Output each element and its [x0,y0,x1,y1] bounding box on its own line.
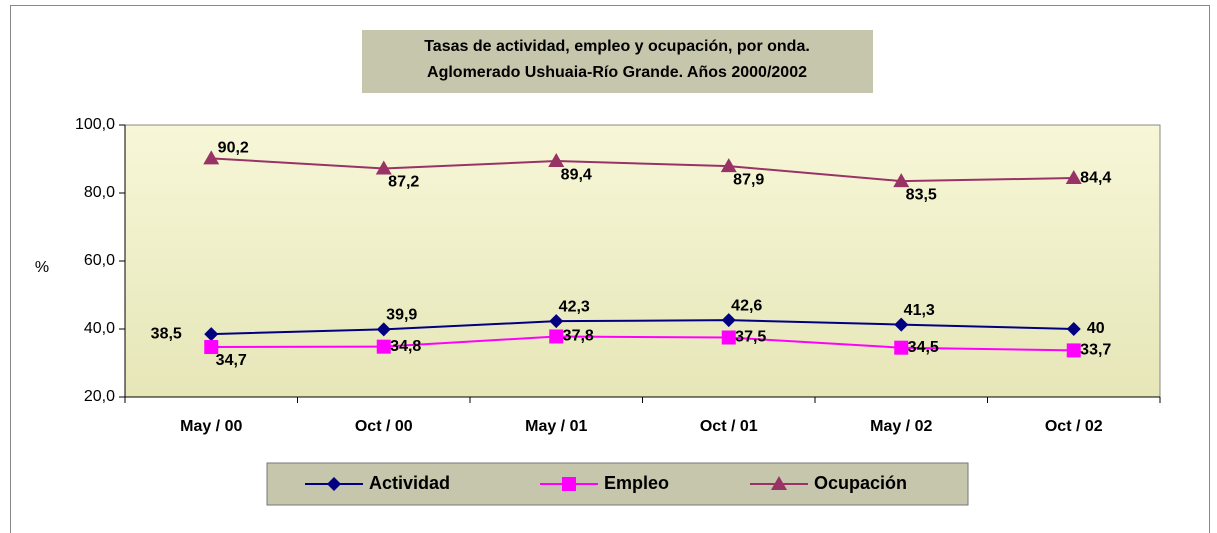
y-axis-label: % [35,259,49,276]
marker [204,327,219,342]
title-box [362,30,873,93]
marker [549,329,564,344]
data-label: 38,5 [151,325,182,342]
x-tick-label: May / 01 [525,418,587,435]
data-label: 41,3 [904,302,935,319]
series-line [211,319,1074,336]
chart-title: Tasas de actividad, empleo y ocupación, … [424,38,810,55]
legend-box [266,462,969,506]
marker [1066,322,1081,336]
data-label: 87,2 [388,174,419,191]
data-label: 39,9 [386,307,417,324]
data-label: 34,8 [390,338,421,355]
marker [771,476,787,490]
legend-label: Empleo [604,473,669,493]
series-line [211,335,1074,352]
data-label: 90,2 [218,140,249,157]
x-tick-label: Oct / 02 [1045,418,1103,435]
data-label: 84,4 [1080,169,1111,186]
series-line [211,157,1074,183]
plot-area [124,124,1161,398]
marker [720,158,737,173]
y-tick-label: 40,0 [84,320,115,337]
data-label: 87,9 [733,171,764,188]
x-tick-label: Oct / 01 [700,418,758,435]
data-label: 37,8 [563,328,594,345]
marker [721,330,736,345]
y-tick-label: 60,0 [84,252,115,269]
marker [721,313,736,328]
data-label: 40 [1087,320,1105,337]
marker [894,340,909,355]
data-label: 37,5 [735,329,766,346]
y-tick-label: 20,0 [84,388,115,405]
data-label: 42,6 [731,297,762,314]
marker [1066,343,1081,358]
data-label: 42,3 [559,298,590,315]
x-tick-label: May / 00 [180,418,242,435]
marker [549,314,564,329]
x-tick-label: Oct / 00 [355,418,413,435]
data-label: 34,7 [216,352,247,369]
marker [548,153,565,168]
y-tick-label: 80,0 [84,184,115,201]
marker [203,150,220,165]
x-tick-label: May / 02 [870,418,932,435]
data-label: 34,5 [908,339,939,356]
chart-subtitle: Aglomerado Ushuaia-Río Grande. Años 2000… [427,64,807,81]
data-label: 89,4 [561,166,592,183]
marker [894,317,909,332]
marker [376,322,391,337]
marker [893,173,910,188]
marker [376,339,391,354]
data-label: 33,7 [1080,342,1111,359]
marker [375,160,392,175]
marker [204,340,219,355]
y-tick-label: 100,0 [75,116,115,133]
marker [1065,170,1082,185]
data-label: 83,5 [906,186,937,203]
legend-label: Actividad [369,473,450,493]
marker [327,477,341,491]
legend-label: Ocupación [814,473,907,493]
marker [562,477,576,491]
